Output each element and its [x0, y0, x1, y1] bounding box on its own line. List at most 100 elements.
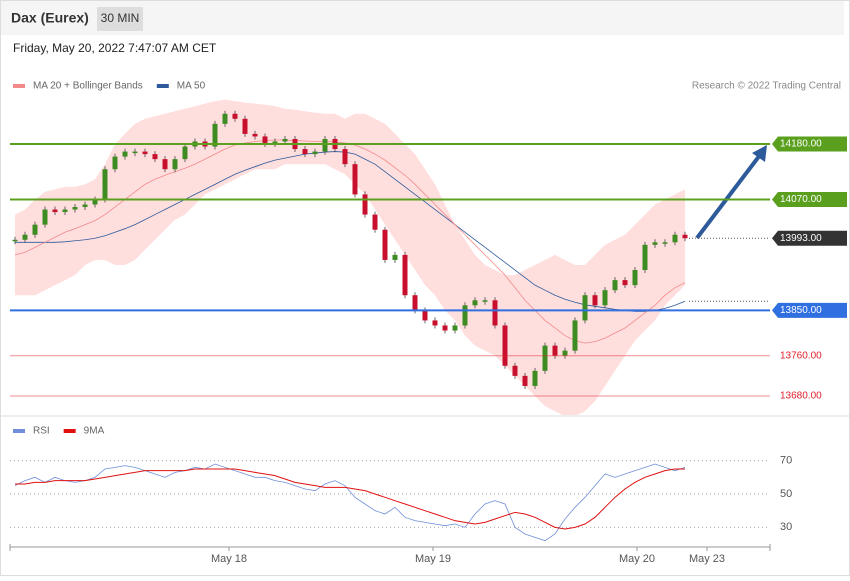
instrument-title: Dax (Eurex) [11, 10, 89, 26]
candle [12, 239, 18, 242]
candle [112, 156, 118, 170]
legend-swatch [63, 429, 76, 433]
candle [422, 310, 428, 321]
candle [552, 345, 558, 356]
forecast-arrow [695, 153, 762, 240]
candle [412, 295, 418, 311]
candle [242, 118, 248, 134]
candle [272, 141, 278, 145]
candle [262, 136, 268, 145]
forecast-arrowhead [752, 145, 767, 162]
y-tick-label: 50 [780, 488, 792, 500]
timeframe-button[interactable] [97, 7, 143, 31]
level-label: 13993.00 [780, 233, 822, 244]
candle [542, 345, 548, 371]
timeframe[interactable]: 30 MIN [101, 11, 140, 25]
y-tick-label: 70 [780, 455, 792, 467]
candle [652, 242, 658, 245]
candle [382, 229, 388, 260]
level-label: 14070.00 [780, 194, 822, 205]
candle [142, 151, 148, 155]
candle [222, 113, 228, 124]
legend-label: MA 20 + Bollinger Bands [33, 81, 143, 92]
candle [122, 151, 128, 157]
legend-swatch [156, 84, 169, 88]
candle [452, 325, 458, 331]
candle [72, 207, 78, 210]
level-label: 13680.00 [780, 391, 822, 402]
candle [172, 159, 178, 170]
candle [312, 151, 318, 155]
level-label: 14180.00 [780, 139, 822, 150]
candle [212, 123, 218, 147]
x-tick-label: May 19 [415, 553, 451, 565]
bollinger-band [15, 99, 685, 415]
candle [622, 280, 628, 286]
candle [252, 133, 258, 137]
candle [322, 138, 328, 152]
candle [182, 146, 188, 160]
candle [82, 204, 88, 208]
candle [302, 149, 308, 155]
candle [472, 300, 478, 306]
x-tick-label: May 20 [619, 553, 655, 565]
candle [502, 325, 508, 366]
credit: Research © 2022 Trading Central [692, 81, 841, 92]
candle [562, 350, 568, 356]
candle [352, 164, 358, 195]
y-tick-label: 30 [780, 521, 792, 533]
candle [492, 300, 498, 326]
candle [612, 280, 618, 291]
candle [482, 300, 488, 302]
rsi-line [15, 468, 685, 530]
datetime: Friday, May 20, 2022 7:47:07 AM CET [13, 41, 217, 55]
legend-label: RSI [33, 426, 50, 437]
candle [342, 149, 348, 165]
x-tick-label: May 23 [689, 553, 725, 565]
candle [362, 194, 368, 215]
candle [582, 295, 588, 321]
candle [152, 154, 158, 160]
level-tag [772, 191, 847, 207]
candle [102, 169, 108, 200]
candle [432, 320, 438, 326]
candle [522, 375, 528, 386]
candle [462, 305, 468, 326]
candle [22, 234, 28, 240]
candle [592, 295, 598, 306]
level-label: 13760.00 [780, 350, 822, 361]
legend-swatch [13, 429, 25, 433]
candle [132, 151, 138, 154]
level-label: 13850.00 [780, 305, 822, 316]
candle [602, 290, 608, 306]
legend-swatch [13, 84, 25, 88]
candle [532, 370, 538, 386]
candle [282, 138, 288, 142]
candle [162, 159, 168, 170]
candle [232, 113, 238, 119]
level-tag [772, 230, 847, 246]
candle [62, 209, 68, 213]
candle [92, 199, 98, 205]
candle [632, 270, 638, 286]
candle [512, 365, 518, 376]
candle [642, 244, 648, 271]
candle [52, 209, 58, 213]
candle [572, 320, 578, 351]
candle [372, 214, 378, 230]
rsi-line [14, 463, 686, 542]
candle [42, 209, 48, 225]
candle [402, 254, 408, 296]
legend-label: MA 50 [177, 81, 206, 92]
candle [392, 254, 398, 260]
level-tag [772, 136, 847, 152]
ma50-line [15, 151, 686, 312]
candle [442, 325, 448, 331]
candle [682, 234, 688, 239]
candle [672, 234, 678, 243]
legend-label: 9MA [84, 426, 105, 437]
x-tick-label: May 18 [211, 553, 247, 565]
candle [32, 224, 38, 235]
